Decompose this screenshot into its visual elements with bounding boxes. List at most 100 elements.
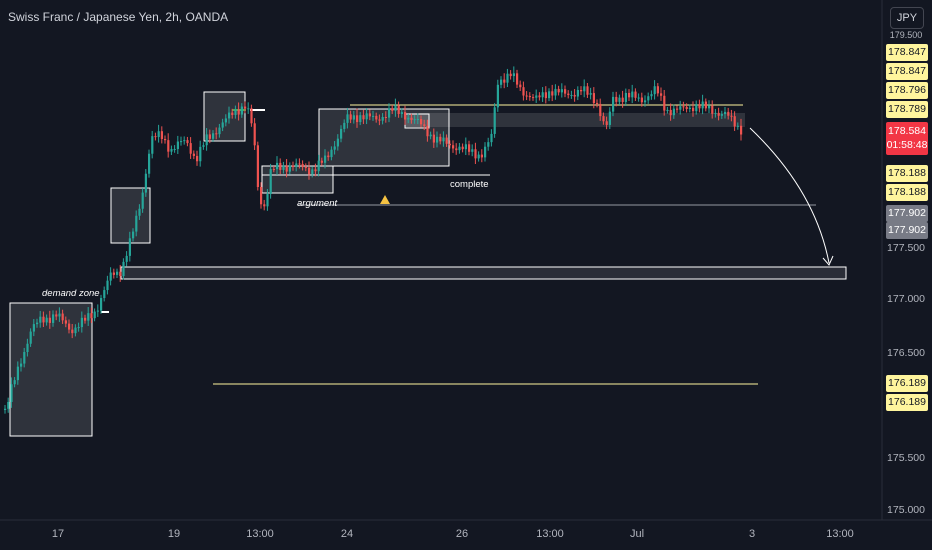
candle-body xyxy=(637,97,640,99)
candle-body xyxy=(282,165,285,170)
candle-body xyxy=(71,329,74,334)
candle-body xyxy=(288,165,291,172)
candle-body xyxy=(359,115,362,123)
projection-arrow[interactable] xyxy=(749,127,830,264)
candle-body xyxy=(234,109,237,116)
candle-body xyxy=(77,327,80,329)
candle-body xyxy=(192,153,195,156)
candle-body xyxy=(132,231,135,239)
candle-body xyxy=(119,271,122,277)
candle-body xyxy=(272,169,275,171)
argument-box[interactable] xyxy=(261,165,334,194)
candle-body xyxy=(586,86,589,95)
candle-body xyxy=(692,107,695,112)
time-tick: 24 xyxy=(340,528,354,540)
candle-body xyxy=(656,86,659,94)
candle-body xyxy=(711,105,714,114)
candle-body xyxy=(570,94,573,96)
candle-body xyxy=(266,194,269,207)
candle-body xyxy=(455,148,458,151)
candle-body xyxy=(436,136,439,143)
zone-box-1[interactable] xyxy=(110,187,151,244)
time-tick: 19 xyxy=(167,528,181,540)
candle-body xyxy=(32,324,35,332)
candle-body xyxy=(596,103,599,105)
candle-body xyxy=(48,317,51,323)
candle-body xyxy=(90,313,93,319)
candle-body xyxy=(36,322,39,325)
candle-body xyxy=(311,169,314,175)
candle-body xyxy=(682,106,685,108)
candle-body xyxy=(333,146,336,150)
candle-body xyxy=(448,143,451,146)
candle-body xyxy=(391,108,394,111)
candle-body xyxy=(714,112,717,114)
candle-body xyxy=(525,95,528,97)
candle-body xyxy=(154,136,157,138)
candle-body xyxy=(212,133,215,139)
candle-body xyxy=(324,155,327,163)
price-label: 178.188 xyxy=(886,165,928,182)
candle-body xyxy=(7,401,10,409)
candle-body xyxy=(573,94,576,97)
candle-body xyxy=(599,103,602,117)
candle-body xyxy=(452,145,455,149)
current-price-value: 178.584 xyxy=(888,125,926,137)
candle-body xyxy=(500,79,503,85)
candle-body xyxy=(29,331,32,344)
candle-body xyxy=(740,125,743,135)
candle-body xyxy=(228,112,231,119)
target-zone[interactable] xyxy=(120,266,847,280)
candle-body xyxy=(628,92,631,98)
candle-body xyxy=(96,310,99,312)
candle-body xyxy=(522,87,525,96)
candle-body xyxy=(84,317,87,321)
candle-body xyxy=(269,169,272,195)
current-price-label: 178.584 01:58:48 xyxy=(886,122,928,155)
candle-body xyxy=(464,144,467,150)
demand-zone-label: demand zone xyxy=(42,288,100,299)
price-label: 177.902 xyxy=(886,205,928,222)
candle-body xyxy=(4,408,7,410)
candle-body xyxy=(512,73,515,77)
currency-button[interactable]: JPY xyxy=(890,7,924,29)
candle-body xyxy=(116,271,119,275)
candle-body xyxy=(87,313,90,321)
resistance-band[interactable] xyxy=(405,113,745,127)
candle-body xyxy=(560,89,563,93)
candle-body xyxy=(26,343,29,353)
candle-body xyxy=(205,134,208,146)
candle-body xyxy=(346,114,349,123)
price-tick: 177.000 xyxy=(887,293,925,305)
candle-body xyxy=(442,137,445,142)
candle-body xyxy=(304,167,307,169)
candle-body xyxy=(605,121,608,125)
candle-body xyxy=(624,92,627,102)
projection-arrowhead xyxy=(822,255,834,266)
candle-body xyxy=(416,119,419,121)
candle-body xyxy=(733,116,736,127)
candle-body xyxy=(253,123,256,146)
candle-body xyxy=(327,155,330,158)
candle-body xyxy=(320,160,323,163)
candle-body xyxy=(388,108,391,118)
candle-body xyxy=(58,313,61,317)
candle-body xyxy=(503,79,506,83)
candle-body xyxy=(112,272,115,275)
candle-body xyxy=(493,107,496,134)
candle-body xyxy=(413,119,416,121)
candle-body xyxy=(42,316,45,323)
price-label: 178.789 xyxy=(886,101,928,118)
candle-body xyxy=(250,108,253,124)
candle-body xyxy=(196,155,199,162)
candle-body xyxy=(244,106,247,109)
price-tick: 175.000 xyxy=(887,504,925,516)
demand-zone-box[interactable] xyxy=(9,302,93,437)
candle-body xyxy=(612,96,615,112)
candle-body xyxy=(484,146,487,158)
candle-body xyxy=(404,112,407,120)
candle-body xyxy=(461,146,464,150)
candle-body xyxy=(170,149,173,152)
candle-body xyxy=(647,96,650,101)
